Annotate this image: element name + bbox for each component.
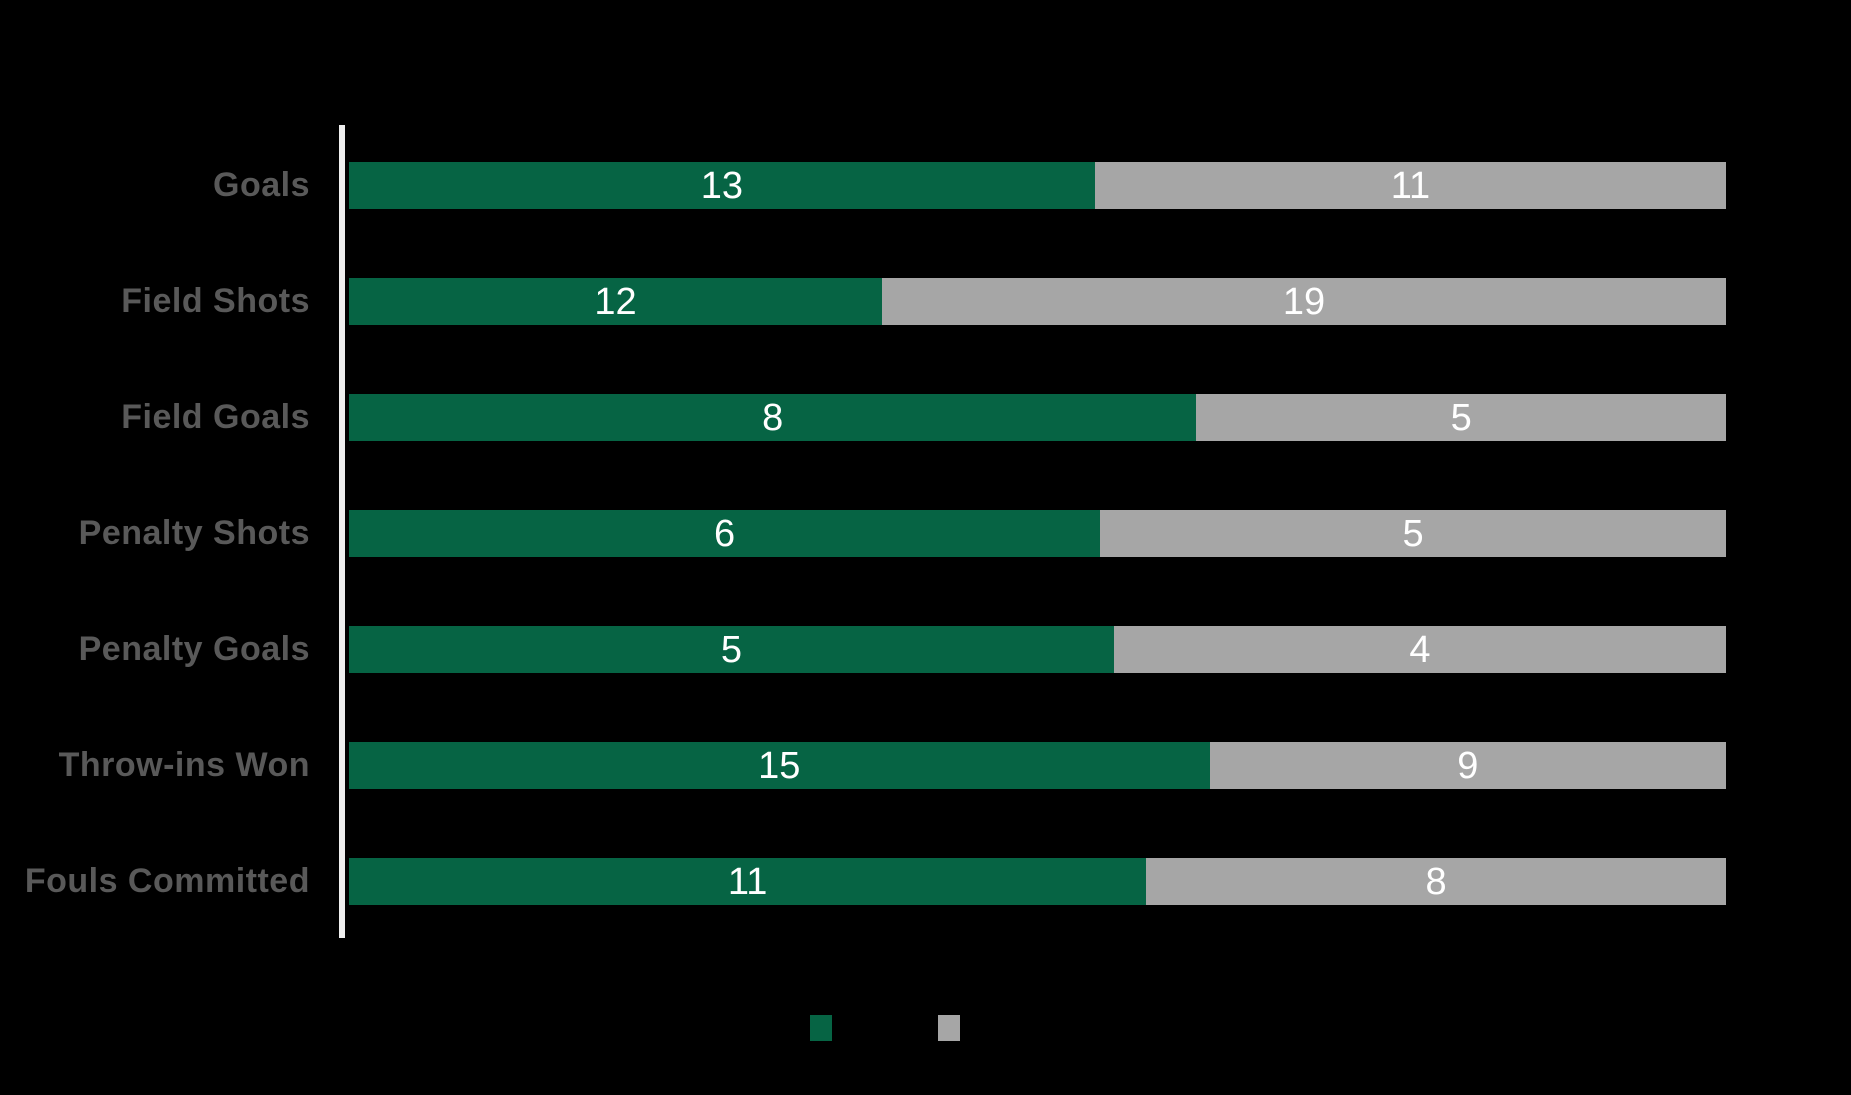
bar-value-label-green: 6 (713, 512, 736, 555)
bar-row: Field Shots 12 19 (0, 278, 1851, 325)
stacked-bar: 11 8 (349, 858, 1726, 905)
bar-segment-gray: 5 (1196, 394, 1726, 441)
category-label: Goals (213, 166, 310, 204)
bar-value-label-green: 12 (594, 280, 637, 323)
bar-segment-green: 11 (349, 858, 1147, 905)
bar-row: Penalty Shots 6 5 (0, 510, 1851, 557)
bar-value-label-green: 11 (727, 860, 768, 903)
bar-segment-gray: 9 (1209, 742, 1726, 789)
bar-value-label-green: 8 (762, 396, 784, 439)
bar-segment-gray: 19 (882, 278, 1726, 325)
category-label: Field Goals (121, 398, 310, 436)
bar-value-label-gray: 5 (1450, 396, 1472, 439)
bar-value-label-green: 13 (700, 164, 744, 207)
bar-segment-green: 5 (349, 626, 1114, 673)
y-axis-line (339, 125, 345, 938)
bar-segment-green: 13 (349, 162, 1095, 209)
bar-segment-gray: 11 (1094, 162, 1726, 209)
stacked-bar: 8 5 (349, 394, 1726, 441)
bar-row: Throw-ins Won 15 9 (0, 742, 1851, 789)
legend-swatch-gray (938, 1015, 960, 1041)
bar-row: Field Goals 8 5 (0, 394, 1851, 441)
bar-segment-green: 8 (349, 394, 1197, 441)
chart-legend (0, 1015, 1851, 1041)
bar-segment-green: 15 (349, 742, 1210, 789)
stacked-bar: 12 19 (349, 278, 1726, 325)
bar-value-label-gray: 8 (1425, 860, 1447, 903)
bar-value-label-gray: 19 (1282, 280, 1326, 323)
stacked-bar: 6 5 (349, 510, 1726, 557)
bar-segment-gray: 5 (1100, 510, 1726, 557)
legend-swatch-green (810, 1015, 832, 1041)
bar-segment-gray: 8 (1146, 858, 1726, 905)
bar-value-label-gray: 11 (1390, 164, 1431, 207)
bar-value-label-green: 5 (720, 628, 743, 671)
bar-segment-gray: 4 (1114, 626, 1726, 673)
category-label: Penalty Shots (78, 514, 310, 552)
stacked-bar: 15 9 (349, 742, 1726, 789)
bar-value-label-gray: 4 (1409, 628, 1431, 671)
bar-segment-green: 12 (349, 278, 883, 325)
category-label: Throw-ins Won (58, 746, 310, 784)
bar-row: Goals 13 11 (0, 162, 1851, 209)
category-label: Fouls Committed (24, 862, 310, 900)
bar-row: Fouls Committed 11 8 (0, 858, 1851, 905)
category-label: Field Shots (121, 282, 310, 320)
bar-value-label-gray: 5 (1402, 512, 1424, 555)
bar-value-label-gray: 9 (1457, 744, 1479, 787)
bar-row: Penalty Goals 5 4 (0, 626, 1851, 673)
bar-segment-green: 6 (349, 510, 1101, 557)
category-label: Penalty Goals (78, 630, 310, 668)
bar-value-label-green: 15 (758, 744, 801, 787)
stacked-bar: 5 4 (349, 626, 1726, 673)
stacked-bar: 13 11 (349, 162, 1726, 209)
